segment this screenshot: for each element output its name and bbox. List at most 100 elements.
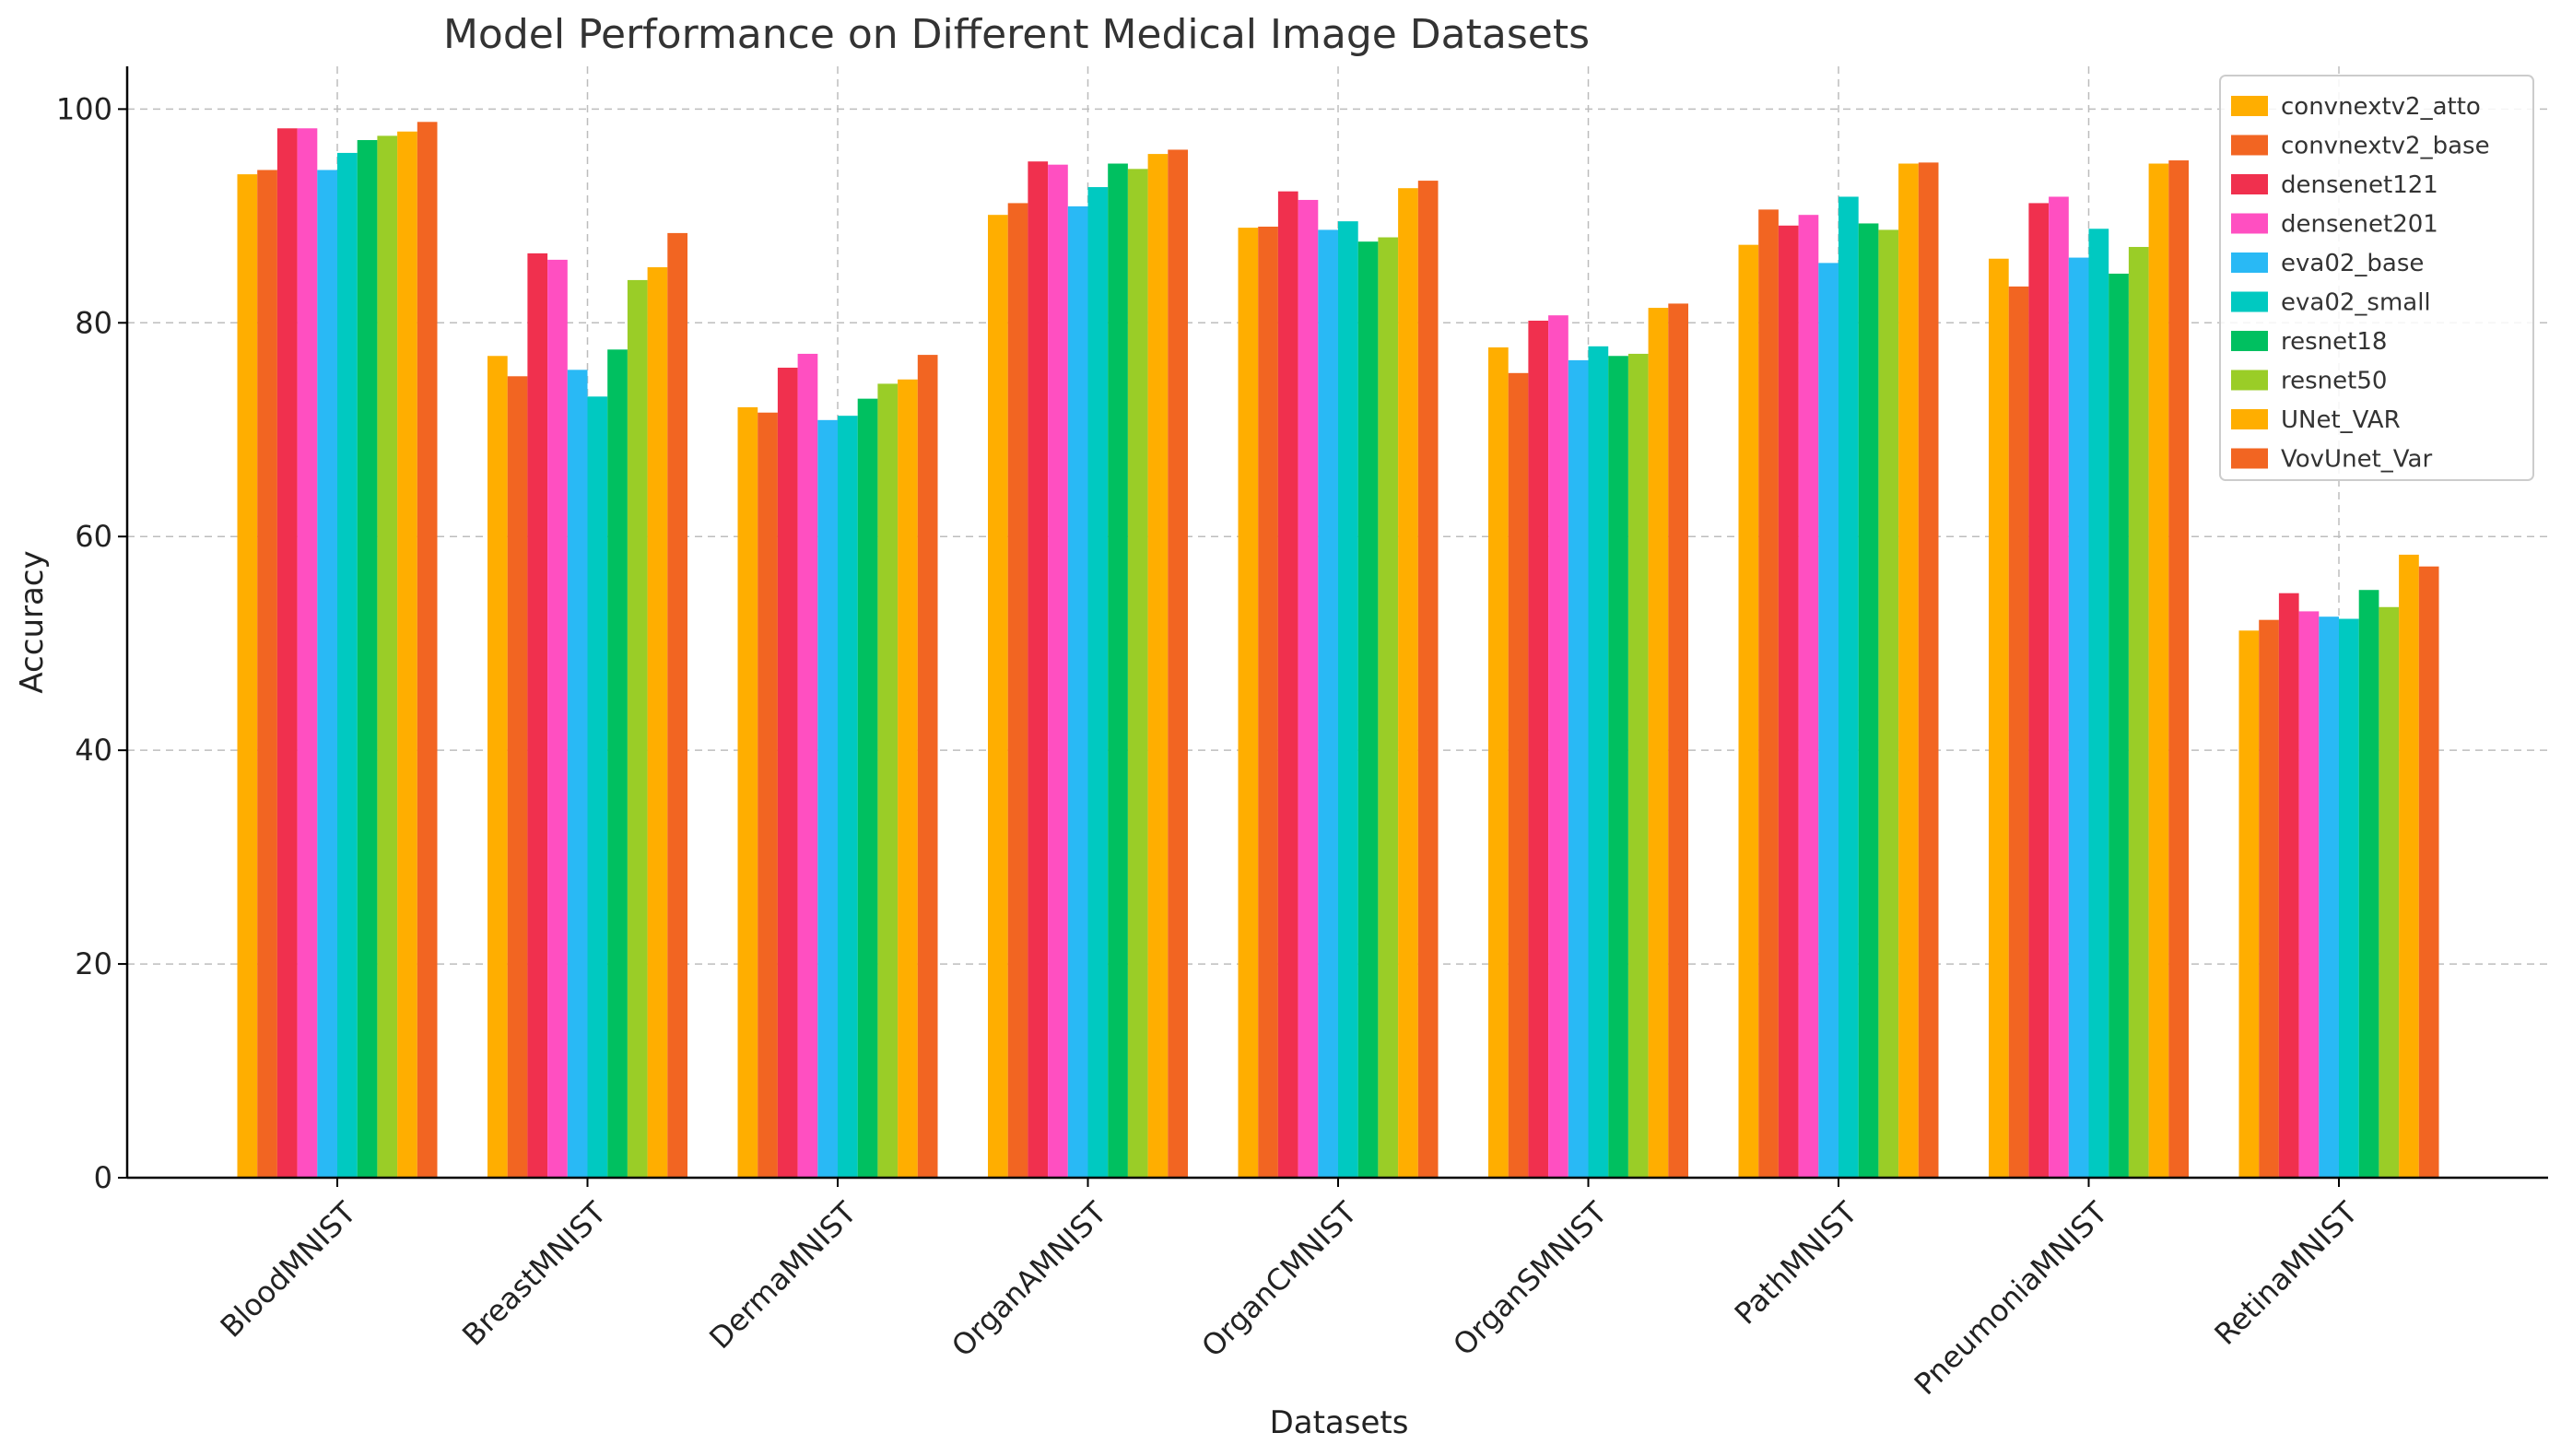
legend-swatch — [2231, 370, 2268, 391]
bar — [817, 419, 838, 1179]
bar — [2008, 286, 2029, 1178]
bar — [838, 416, 858, 1178]
bar — [2298, 611, 2320, 1178]
bar — [1528, 320, 1549, 1178]
bar — [1608, 356, 1628, 1178]
bar — [1298, 199, 1319, 1179]
y-tick-label: 20 — [75, 946, 112, 981]
legend-swatch — [2231, 135, 2268, 156]
bar — [1648, 308, 1669, 1178]
bar — [1668, 303, 1688, 1178]
bar — [397, 131, 417, 1179]
bar — [237, 174, 258, 1178]
bars — [237, 122, 2439, 1179]
bar — [2358, 590, 2379, 1178]
bar — [587, 396, 608, 1178]
bar — [2319, 616, 2339, 1178]
legend-label: resnet18 — [2281, 328, 2387, 356]
legend-box — [2219, 75, 2534, 481]
bar — [2148, 163, 2169, 1178]
bar — [1818, 263, 1839, 1178]
bar — [1108, 163, 1128, 1178]
x-tick-label: OrganCMNIST — [1194, 1194, 1364, 1364]
bar — [1007, 203, 1028, 1179]
bar — [647, 267, 668, 1178]
legend-label: VovUnet_Var — [2281, 446, 2432, 474]
x-tick-label: OrganSMNIST — [1446, 1194, 1614, 1362]
legend-swatch — [2231, 409, 2268, 429]
bar — [1488, 346, 1509, 1179]
x-tick-label: PathMNIST — [1728, 1194, 1864, 1331]
bar — [1878, 229, 1899, 1178]
bar — [1238, 228, 1259, 1179]
bar — [377, 135, 398, 1179]
bar — [1568, 359, 1589, 1178]
bar — [2418, 566, 2439, 1178]
y-axis-label: Accuracy — [14, 550, 51, 693]
bar — [797, 353, 818, 1178]
legend-swatch — [2231, 291, 2268, 312]
bar — [1627, 353, 1649, 1178]
legend-label: densenet121 — [2281, 171, 2438, 199]
legend: convnextv2_atto convnextv2_base densenet12… — [2219, 75, 2534, 481]
x-tick-label: BreastMNIST — [455, 1194, 613, 1352]
bar — [2238, 630, 2260, 1178]
bar — [1798, 215, 1819, 1179]
x-axis-label: Datasets — [1270, 1404, 1409, 1441]
bar — [1778, 225, 1799, 1178]
bar — [1127, 169, 1148, 1178]
bar — [317, 170, 337, 1179]
bar — [417, 122, 438, 1178]
bar — [917, 355, 938, 1179]
bar — [667, 232, 687, 1178]
bar — [607, 349, 628, 1178]
legend-swatch — [2231, 96, 2268, 116]
legend-label: densenet201 — [2281, 211, 2438, 239]
bar — [1508, 372, 1529, 1178]
bar — [1277, 191, 1298, 1178]
bar — [1258, 226, 1278, 1179]
bar — [567, 370, 588, 1179]
bar — [1048, 164, 1068, 1179]
bar — [627, 279, 648, 1178]
legend-swatch — [2231, 331, 2268, 351]
bar — [2399, 554, 2419, 1178]
bar — [2028, 203, 2050, 1179]
bar — [898, 379, 918, 1178]
bar — [1918, 162, 1939, 1178]
bar — [1338, 221, 1358, 1178]
x-tick-label: PneumoniaMNIST — [1908, 1194, 2115, 1402]
bar — [2379, 606, 2400, 1178]
legend-swatch — [2231, 174, 2268, 194]
legend-label: UNet_VAR — [2281, 406, 2401, 434]
bar — [1147, 154, 1169, 1179]
bar — [777, 368, 798, 1178]
bar — [857, 398, 878, 1178]
bar — [2088, 229, 2109, 1178]
bar — [2278, 593, 2299, 1178]
bar — [988, 215, 1008, 1179]
bar — [1067, 205, 1088, 1178]
legend-label: convnextv2_atto — [2281, 93, 2481, 121]
legend-swatch — [2231, 213, 2268, 234]
bar — [877, 383, 899, 1178]
bar — [2259, 619, 2279, 1178]
x-tick-label: RetinaMNIST — [2207, 1194, 2364, 1351]
x-tick-label: OrganAMNIST — [945, 1194, 1113, 1363]
bar — [2168, 160, 2189, 1178]
bar — [297, 128, 318, 1178]
chart-title: Model Performance on Different Medical I… — [443, 11, 1590, 58]
legend-swatch — [2231, 448, 2268, 469]
y-tick-label: 100 — [56, 91, 112, 126]
bar — [276, 128, 298, 1178]
bar — [1839, 196, 1859, 1179]
legend-label: resnet50 — [2281, 368, 2387, 395]
bar — [2068, 257, 2089, 1178]
bar — [547, 259, 568, 1178]
bar — [1548, 315, 1568, 1178]
y-tick-label: 40 — [75, 733, 112, 768]
legend-label: eva02_small — [2281, 289, 2431, 317]
x-tick-labels: BloodMNIST BreastMNIST DermaMNIST OrganAMNI… — [214, 1178, 2365, 1402]
legend-swatch — [2231, 252, 2268, 273]
